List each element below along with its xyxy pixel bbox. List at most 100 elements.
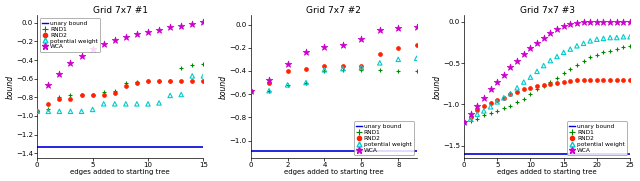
Point xyxy=(301,81,311,84)
Point xyxy=(518,88,529,91)
Point xyxy=(165,94,175,97)
Point xyxy=(559,71,569,74)
Y-axis label: bound: bound xyxy=(6,75,15,99)
Point xyxy=(132,102,142,105)
Point xyxy=(506,105,516,108)
Point xyxy=(612,36,622,39)
Point xyxy=(585,39,595,42)
Point xyxy=(143,80,153,83)
Point xyxy=(559,25,569,28)
Point xyxy=(485,101,495,104)
Point xyxy=(559,51,569,54)
Y-axis label: bound: bound xyxy=(432,75,441,99)
Point xyxy=(459,121,469,124)
Point xyxy=(479,110,489,112)
Point xyxy=(465,115,476,118)
Point xyxy=(572,79,582,82)
Point xyxy=(88,108,98,111)
Point xyxy=(121,102,131,105)
Point xyxy=(154,102,164,104)
Point xyxy=(512,90,522,93)
Point xyxy=(154,79,164,82)
Point xyxy=(459,121,469,124)
Point xyxy=(198,20,209,23)
Point xyxy=(65,94,76,97)
Point xyxy=(479,96,489,99)
Point xyxy=(264,81,274,84)
Point xyxy=(264,89,274,92)
Point xyxy=(459,121,469,124)
Legend: unary bound, RND1, RND2, potential weight, WCA: unary bound, RND1, RND2, potential weigh… xyxy=(354,121,414,155)
Point xyxy=(485,88,495,91)
Point xyxy=(32,110,42,113)
Point xyxy=(532,41,542,44)
Point xyxy=(154,29,164,32)
Point xyxy=(393,27,403,30)
Point xyxy=(625,35,635,38)
Point xyxy=(109,38,120,41)
Point xyxy=(472,113,483,116)
Point xyxy=(552,77,562,79)
Point xyxy=(605,36,615,39)
Point xyxy=(393,58,403,61)
Point xyxy=(565,48,575,50)
Point xyxy=(99,93,109,96)
Point xyxy=(518,53,529,56)
Point xyxy=(618,20,628,23)
Point xyxy=(143,31,153,33)
Point xyxy=(492,99,502,102)
Point xyxy=(585,20,595,23)
Point xyxy=(282,70,292,72)
Point xyxy=(552,81,562,84)
Point xyxy=(545,31,556,34)
Point xyxy=(579,20,589,23)
Point xyxy=(539,64,549,67)
Legend: unary bound, RND1, RND2, potential weight, WCA: unary bound, RND1, RND2, potential weigh… xyxy=(40,18,100,52)
Point xyxy=(605,20,615,23)
X-axis label: edges added to starting tree: edges added to starting tree xyxy=(284,169,383,175)
Point xyxy=(109,102,120,105)
Point xyxy=(54,110,65,113)
Point xyxy=(412,70,422,72)
Point xyxy=(76,55,86,58)
Point xyxy=(539,84,549,87)
Point xyxy=(187,74,197,77)
Title: Grid 7x7 #3: Grid 7x7 #3 xyxy=(520,6,575,14)
Point xyxy=(499,96,509,99)
Point xyxy=(592,38,602,41)
Point xyxy=(187,63,197,66)
Point xyxy=(264,89,274,92)
Point xyxy=(499,107,509,110)
Point xyxy=(605,49,615,52)
Point xyxy=(412,44,422,47)
Point xyxy=(532,70,542,73)
Point xyxy=(545,81,556,83)
Point xyxy=(246,89,256,92)
Point xyxy=(485,111,495,114)
Point xyxy=(43,84,53,87)
Point xyxy=(465,119,476,122)
Point xyxy=(43,110,53,113)
Point xyxy=(264,79,274,82)
Point xyxy=(246,89,256,92)
Point xyxy=(585,56,595,59)
Point xyxy=(592,20,602,23)
Point xyxy=(459,121,469,124)
Point xyxy=(506,66,516,69)
Point xyxy=(76,94,86,97)
Point xyxy=(492,110,502,112)
Point xyxy=(625,44,635,47)
Point xyxy=(43,108,53,111)
Point xyxy=(76,93,86,96)
Point xyxy=(43,102,53,105)
Point xyxy=(54,98,65,101)
Point xyxy=(338,68,348,71)
Point xyxy=(319,68,330,71)
Point xyxy=(319,45,330,48)
Point xyxy=(525,47,536,50)
Point xyxy=(88,93,98,96)
Point xyxy=(356,66,367,69)
Point xyxy=(393,46,403,49)
Title: Grid 7x7 #1: Grid 7x7 #1 xyxy=(93,6,148,14)
Point xyxy=(165,26,175,29)
